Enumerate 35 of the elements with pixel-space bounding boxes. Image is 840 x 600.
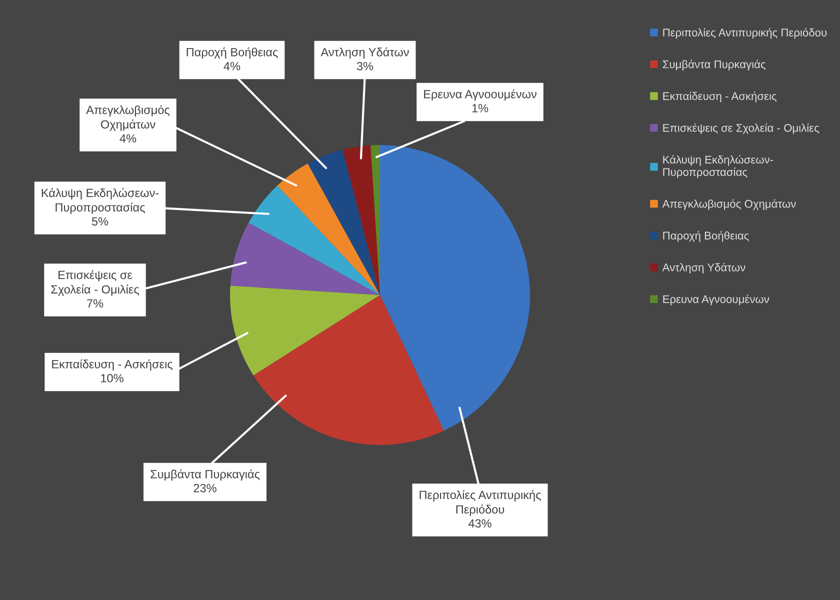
legend-label: Περιπολίες Αντιπυρικής Περιόδου bbox=[663, 28, 827, 39]
slice-label: Παροχή Βοήθειας bbox=[186, 47, 278, 59]
data-label: 5% bbox=[92, 217, 108, 226]
data-label: 23% bbox=[194, 484, 216, 492]
legend-label: Ερευνα Αγνοουμένων bbox=[663, 294, 769, 306]
slice-label: Συμβάντα Πυρκαγιάς bbox=[150, 469, 260, 481]
pie-slice bbox=[230, 286, 380, 376]
pie-slice bbox=[248, 186, 380, 295]
legend-label: Συμβάντα Πυρκαγιάς bbox=[662, 60, 766, 70]
data-label: 4% bbox=[224, 62, 240, 70]
pie-slice bbox=[230, 222, 380, 295]
slice-label: Εκπαίδευση - Ασκήσεις bbox=[52, 359, 172, 371]
legend-label: Αντληση Υδάτων bbox=[662, 262, 746, 274]
slice-label: Κάλυψη Εκδηλώσεων-Πυροπροστασίας bbox=[42, 188, 159, 214]
data-label: 43% bbox=[468, 519, 492, 528]
pie-slice bbox=[380, 145, 530, 431]
legend-label: Κάλυψη Εκδηλώσεων-Πυροπροστασίας bbox=[663, 155, 774, 178]
legend-label: Εκπαίδευση - Ασκήσεις bbox=[663, 92, 776, 102]
pie-slice bbox=[308, 150, 380, 295]
slice-label: Αντληση Υδάτων bbox=[320, 47, 409, 59]
data-label: 4% bbox=[120, 134, 136, 143]
pie-slice bbox=[277, 164, 380, 295]
slice-label: Περιπολίες Αντιπυρικής Περιόδου bbox=[420, 490, 541, 516]
legend-label: Επισκέψεις σε Σχολεία - Ομιλίες bbox=[663, 123, 820, 134]
slice-label: Επισκέψεις σε Σχολεία - Ομιλίες bbox=[51, 270, 139, 296]
data-label: 3% bbox=[356, 62, 374, 70]
pie-slice bbox=[342, 145, 380, 295]
pie-slice bbox=[253, 295, 444, 445]
slice-label: Απεγκλωβισμός Οχημάτων bbox=[86, 105, 170, 131]
data-label: 10% bbox=[101, 374, 124, 382]
data-label: 1% bbox=[472, 104, 488, 112]
legend-label: Απεγκλωβισμός Οχημάτων bbox=[662, 199, 796, 210]
slice-label: Ερευνα Αγνοουμένων bbox=[424, 89, 536, 101]
legend-label: Παροχή Βοήθειας bbox=[663, 231, 749, 242]
data-label: 7% bbox=[87, 299, 104, 308]
